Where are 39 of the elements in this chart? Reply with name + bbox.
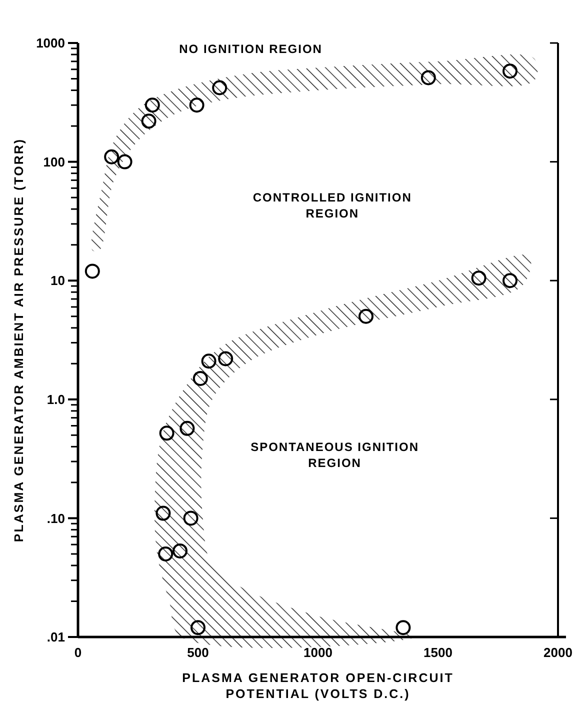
point (190, 620, 206, 636)
point (104, 149, 120, 164)
point (420, 70, 436, 86)
y-tick-label: 10 (50, 273, 65, 288)
y-tick-label: 1000 (36, 36, 65, 51)
annotation: CONTROLLED IGNITION REGION (252, 190, 412, 220)
point (192, 370, 208, 386)
y-axis-title: PLASMA GENERATOR AMBIENT AIR PRESSURE (TORR) (12, 138, 26, 542)
y-tick-label: .01 (46, 630, 65, 645)
point (358, 308, 374, 324)
point (189, 98, 204, 113)
point (201, 354, 216, 369)
x-tick-label: 1000 (304, 645, 332, 660)
point (180, 420, 195, 436)
point (502, 64, 518, 79)
x-tick-label: 2000 (544, 645, 572, 660)
point (212, 80, 228, 96)
y-tick-label: .10 (46, 510, 65, 526)
x-tick-label: 500 (187, 645, 209, 660)
point (159, 426, 174, 441)
point (84, 264, 100, 279)
y-tick-label: 1.0 (46, 392, 65, 407)
annotation: SPONTANEOUS IGNITION REGION (250, 440, 420, 470)
point (144, 98, 160, 113)
point (471, 270, 486, 286)
x-axis-title: PLASMA GENERATOR OPEN-CIRCUIT POTENTIAL (VOLTS D.C.) (182, 671, 454, 701)
point (172, 543, 188, 558)
point (141, 114, 156, 129)
point (218, 351, 234, 366)
point (158, 546, 174, 562)
x-tick-label: 0 (74, 645, 82, 660)
annotation: NO IGNITION REGION (179, 42, 322, 56)
point (502, 273, 518, 288)
point (183, 510, 198, 526)
y-tick-label: 100 (43, 154, 65, 170)
point (156, 506, 171, 521)
point (117, 154, 132, 170)
x-tick-label: 1500 (424, 645, 452, 660)
point (396, 620, 411, 636)
